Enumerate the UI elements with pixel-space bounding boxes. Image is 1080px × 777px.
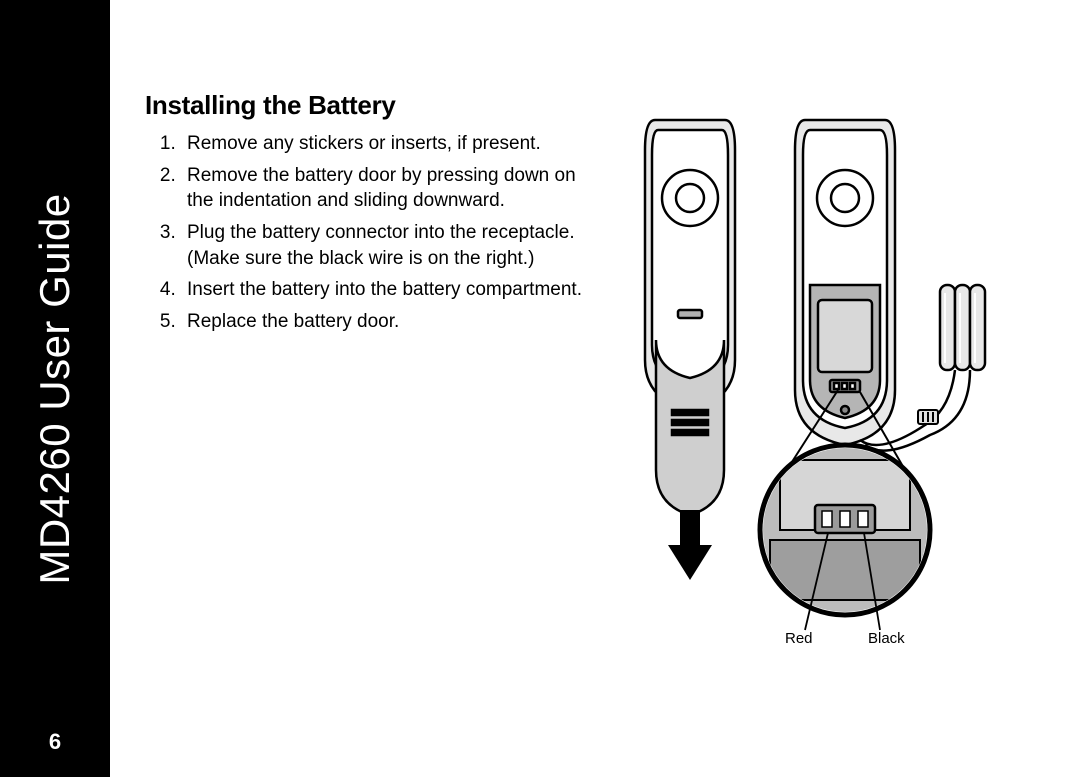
list-item: Replace the battery door. <box>181 309 605 335</box>
page: MD4260 User Guide 6 Installing the Batte… <box>0 0 1080 777</box>
wire-label-black: Black <box>868 630 905 647</box>
main-content: Installing the Battery Remove any sticke… <box>145 90 605 340</box>
document-title: MD4260 User Guide <box>31 193 79 584</box>
sidebar: MD4260 User Guide 6 <box>0 0 110 777</box>
list-item: Plug the battery connector into the rece… <box>181 220 605 271</box>
list-item: Insert the battery into the battery comp… <box>181 277 605 303</box>
page-number: 6 <box>0 729 110 755</box>
wire-label-red: Red <box>785 630 813 647</box>
instruction-list: Remove any stickers or inserts, if prese… <box>145 131 605 334</box>
section-heading: Installing the Battery <box>145 90 605 121</box>
illustration: Red Black <box>620 110 1050 670</box>
list-item: Remove any stickers or inserts, if prese… <box>181 131 605 157</box>
list-item: Remove the battery door by pressing down… <box>181 163 605 214</box>
